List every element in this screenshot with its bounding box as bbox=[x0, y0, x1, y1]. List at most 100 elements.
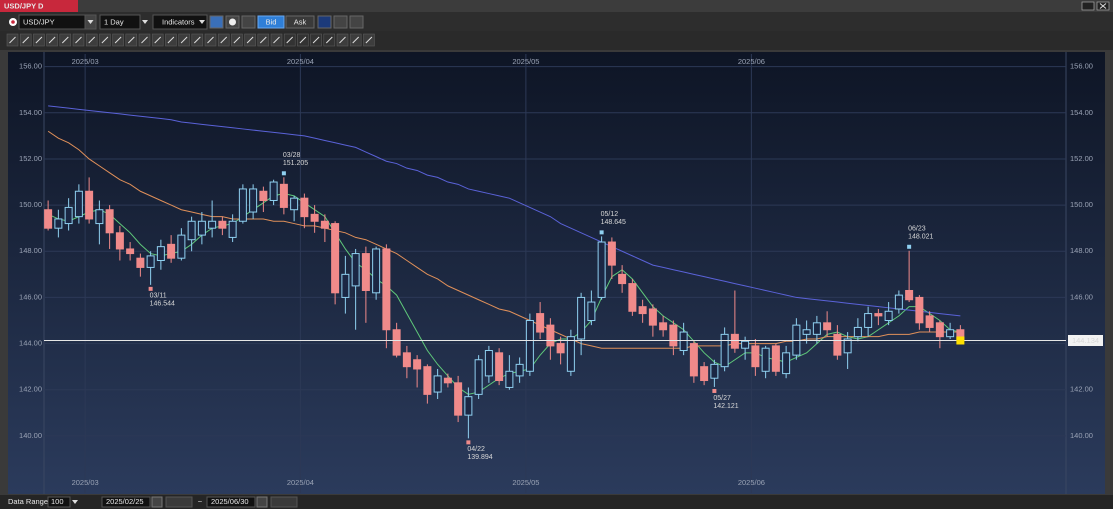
candle-body bbox=[536, 313, 545, 333]
start-date-input[interactable] bbox=[101, 496, 151, 508]
tool-icon bbox=[352, 36, 360, 44]
extreme-value: 142.121 bbox=[713, 403, 738, 410]
period-dropdown[interactable] bbox=[99, 14, 141, 30]
candle-body bbox=[136, 257, 145, 268]
tool-icon bbox=[233, 36, 241, 44]
candle-body bbox=[464, 396, 473, 416]
candle-body bbox=[85, 190, 94, 220]
candle-body bbox=[361, 253, 370, 292]
candle-body bbox=[238, 188, 247, 222]
candle-body bbox=[618, 273, 627, 285]
tool-icon bbox=[154, 36, 162, 44]
flag-icon-dot bbox=[11, 20, 15, 24]
tool-icon bbox=[127, 36, 135, 44]
tool-icon bbox=[35, 36, 43, 44]
y-tick-label-right: 148.00 bbox=[1070, 246, 1093, 255]
end-date-input[interactable] bbox=[206, 496, 256, 508]
zoom-out-button[interactable] bbox=[349, 15, 364, 29]
y-tick-label-right: 154.00 bbox=[1070, 108, 1093, 117]
y-tick-label: 150.00 bbox=[19, 200, 42, 209]
candle-body bbox=[720, 333, 729, 368]
title-bar bbox=[0, 0, 1113, 12]
moving-average-line bbox=[47, 130, 961, 349]
candle-body bbox=[628, 283, 637, 312]
scale-button[interactable] bbox=[317, 15, 332, 29]
candle-body bbox=[167, 243, 176, 259]
calendar-button[interactable] bbox=[256, 496, 268, 508]
extreme-date: 04/22 bbox=[467, 446, 485, 453]
tool-icon bbox=[22, 36, 30, 44]
tool-icon bbox=[339, 36, 346, 44]
chart-type-button[interactable] bbox=[241, 15, 256, 29]
x-tick-label: 2025/04 bbox=[287, 478, 314, 487]
start-time-input[interactable] bbox=[165, 496, 193, 508]
plot: 140.00140.00142.00142.00144.00144.00146.… bbox=[19, 54, 1103, 493]
y-tick-label: 152.00 bbox=[19, 154, 42, 163]
window-tab[interactable] bbox=[0, 0, 78, 12]
y-tick-label: 148.00 bbox=[19, 246, 42, 255]
chart-panel bbox=[8, 52, 1105, 494]
x-tick-label: 2025/05 bbox=[512, 478, 539, 487]
arrow-icon bbox=[199, 20, 205, 24]
candle-body bbox=[812, 322, 821, 335]
zoom-in-button[interactable] bbox=[333, 15, 348, 29]
x-tick-label-top: 2025/03 bbox=[72, 57, 99, 66]
draw-button[interactable] bbox=[209, 15, 224, 29]
candle-body bbox=[259, 190, 268, 201]
drawing-tools bbox=[6, 33, 375, 47]
ask-button[interactable] bbox=[285, 15, 315, 29]
calendar-button[interactable] bbox=[151, 496, 163, 508]
candle-body bbox=[310, 213, 319, 222]
candle-body bbox=[474, 359, 483, 395]
y-tick-label: 140.00 bbox=[19, 431, 42, 440]
candle-body bbox=[382, 248, 391, 331]
end-time-input[interactable] bbox=[270, 496, 298, 508]
extreme-date: 06/23 bbox=[908, 226, 926, 233]
candle-body bbox=[556, 343, 565, 354]
candle-body bbox=[218, 220, 227, 229]
x-tick-label-top: 2025/06 bbox=[738, 57, 765, 66]
candle-body bbox=[751, 345, 760, 368]
range-dropdown[interactable] bbox=[47, 496, 71, 508]
extreme-value: 139.894 bbox=[467, 454, 492, 461]
tool-icon bbox=[246, 36, 254, 44]
candle-body bbox=[44, 209, 53, 229]
last-price-box bbox=[1068, 334, 1103, 346]
y-tick-label: 142.00 bbox=[19, 385, 42, 394]
close-icon bbox=[1099, 3, 1107, 9]
bid-text: Bid bbox=[266, 17, 277, 26]
candle-body bbox=[525, 320, 534, 372]
tool-icon bbox=[180, 36, 188, 44]
extreme-marker bbox=[466, 440, 471, 445]
candle-body bbox=[607, 241, 616, 266]
candle-body bbox=[587, 301, 596, 322]
arrow-icon bbox=[87, 20, 94, 24]
candle-body bbox=[546, 324, 555, 347]
indicators-dropdown[interactable] bbox=[152, 14, 208, 30]
candle-body bbox=[54, 218, 63, 229]
candle-body bbox=[269, 181, 278, 201]
x-tick-label: 2025/06 bbox=[738, 478, 765, 487]
candle-body bbox=[905, 290, 914, 301]
bid-button[interactable] bbox=[257, 15, 285, 29]
extreme-value: 151.205 bbox=[283, 160, 308, 167]
candle-body bbox=[413, 359, 422, 370]
candle-body bbox=[689, 343, 698, 377]
y-tick-label: 146.00 bbox=[19, 292, 42, 301]
candle-body bbox=[331, 223, 340, 294]
tool-icon bbox=[75, 36, 82, 44]
candle-body bbox=[443, 377, 452, 384]
end-date: 2025/06/30 bbox=[211, 497, 249, 506]
candle-body bbox=[782, 352, 791, 375]
candle-body bbox=[341, 273, 350, 298]
extreme-value: 146.544 bbox=[150, 301, 175, 308]
candle-body bbox=[372, 248, 381, 294]
candle-body bbox=[577, 296, 586, 340]
candle-body bbox=[710, 363, 719, 379]
candle-body bbox=[864, 313, 873, 328]
extreme-date: 05/27 bbox=[713, 395, 731, 402]
restore-button[interactable] bbox=[1081, 1, 1095, 11]
candle-body bbox=[894, 294, 903, 310]
range-label: Data Range: bbox=[8, 497, 50, 506]
tool-icon bbox=[167, 36, 175, 44]
